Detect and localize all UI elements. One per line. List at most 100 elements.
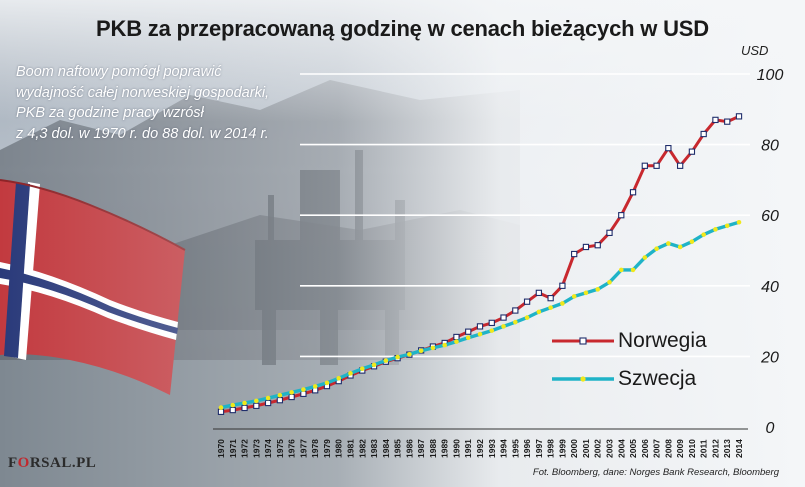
data-point xyxy=(583,290,589,296)
logo-text-end: RSAL.PL xyxy=(29,455,97,471)
data-point xyxy=(724,223,730,229)
data-point xyxy=(712,116,719,124)
data-point xyxy=(665,144,672,152)
data-point xyxy=(513,319,518,325)
data-point xyxy=(336,375,342,381)
data-point xyxy=(253,402,260,409)
x-tick-label: 2007 xyxy=(652,439,662,458)
data-point xyxy=(641,162,648,169)
data-point xyxy=(559,282,566,289)
x-axis-ticks: 1970 1971 1972 1973 1974 1975 1976 1977 1978 1979… xyxy=(216,439,744,458)
x-tick-label: 1988 xyxy=(428,439,438,458)
x-tick-label: 1993 xyxy=(487,439,497,458)
x-tick-label: 2009 xyxy=(675,439,685,458)
x-tick-label: 2012 xyxy=(710,439,720,458)
x-tick-label: 1973 xyxy=(251,439,261,458)
y-tick-label: 80 xyxy=(761,138,779,155)
x-tick-label: 1974 xyxy=(263,439,273,458)
subtitle-line: Boom naftowy pomógł poprawić xyxy=(16,64,222,80)
data-point xyxy=(218,405,224,410)
y-tick-label: 40 xyxy=(761,279,779,296)
x-tick-label: 1972 xyxy=(240,439,250,458)
data-point xyxy=(676,162,684,169)
data-point xyxy=(607,279,612,285)
data-point xyxy=(535,289,543,297)
data-point xyxy=(264,399,272,407)
data-point xyxy=(536,309,542,315)
data-point xyxy=(501,324,506,329)
data-point xyxy=(453,333,460,341)
data-point xyxy=(595,287,601,292)
chart-subtitle: Boom naftowy pomógł poprawić wydajność c… xyxy=(16,62,316,144)
chart-title: PKB za przepracowaną godzinę w cenach bi… xyxy=(96,16,709,41)
y-axis-ticks: 0 20 40 60 80 100 xyxy=(213,67,783,437)
data-point xyxy=(407,351,412,357)
x-tick-label: 1978 xyxy=(310,439,320,458)
data-point xyxy=(642,255,648,260)
data-point xyxy=(512,307,519,314)
data-point xyxy=(230,402,236,408)
data-point xyxy=(618,212,625,219)
x-tick-label: 1983 xyxy=(369,439,379,458)
x-tick-label: 1992 xyxy=(475,439,485,458)
series-layer xyxy=(217,113,743,415)
x-tick-label: 2001 xyxy=(581,439,591,458)
data-point xyxy=(654,246,659,252)
data-point xyxy=(442,342,447,348)
data-point xyxy=(500,314,507,321)
y-tick-label: 60 xyxy=(761,208,779,225)
data-point xyxy=(547,295,554,302)
data-point xyxy=(430,345,436,351)
data-point xyxy=(677,244,683,250)
x-tick-label: 1994 xyxy=(499,439,509,458)
data-point xyxy=(523,298,531,305)
x-tick-label: 1989 xyxy=(440,439,450,458)
gridlines xyxy=(300,73,750,358)
data-point xyxy=(383,358,389,363)
x-tick-label: 1999 xyxy=(557,439,567,458)
x-tick-label: 2013 xyxy=(722,439,732,458)
x-tick-label: 1975 xyxy=(275,439,285,458)
data-point xyxy=(288,393,295,401)
data-point xyxy=(736,219,742,225)
x-tick-label: 2000 xyxy=(569,439,579,458)
data-point xyxy=(265,395,271,401)
x-tick-label: 1981 xyxy=(346,439,356,458)
data-point xyxy=(582,243,590,251)
x-tick-label: 1995 xyxy=(510,439,520,458)
data-point xyxy=(701,232,706,237)
data-point xyxy=(301,387,306,392)
x-tick-label: 1986 xyxy=(404,439,414,458)
data-point xyxy=(571,294,577,299)
data-point xyxy=(289,390,294,395)
x-tick-label: 2011 xyxy=(699,439,709,458)
data-point xyxy=(688,148,696,155)
data-point xyxy=(465,335,471,340)
x-tick-label: 2002 xyxy=(593,439,603,458)
y-tick-label: 20 xyxy=(760,349,779,366)
legend-marker-sweden xyxy=(580,376,586,382)
data-point xyxy=(689,239,695,244)
data-point xyxy=(217,408,225,415)
data-point xyxy=(254,398,259,404)
x-tick-label: 1980 xyxy=(334,439,344,458)
x-tick-label: 1976 xyxy=(287,439,297,458)
data-point xyxy=(629,189,637,196)
data-point xyxy=(618,267,624,273)
data-point xyxy=(560,301,565,306)
series-sweden xyxy=(218,219,742,410)
data-point xyxy=(229,406,236,414)
data-point xyxy=(465,328,472,335)
logo-text-o: O xyxy=(17,455,30,471)
data-point xyxy=(571,250,578,258)
x-tick-label: 1982 xyxy=(357,439,367,458)
legend-label-norway: Norwegia xyxy=(618,329,707,352)
data-point xyxy=(724,118,731,125)
data-point xyxy=(277,392,283,398)
legend-label-sweden: Szwecja xyxy=(618,367,697,390)
data-point xyxy=(276,397,284,404)
subtitle-line: z 4,3 dol. w 1970 r. do 88 dol. w 2014 r… xyxy=(16,125,269,142)
x-tick-label: 2010 xyxy=(687,439,697,458)
